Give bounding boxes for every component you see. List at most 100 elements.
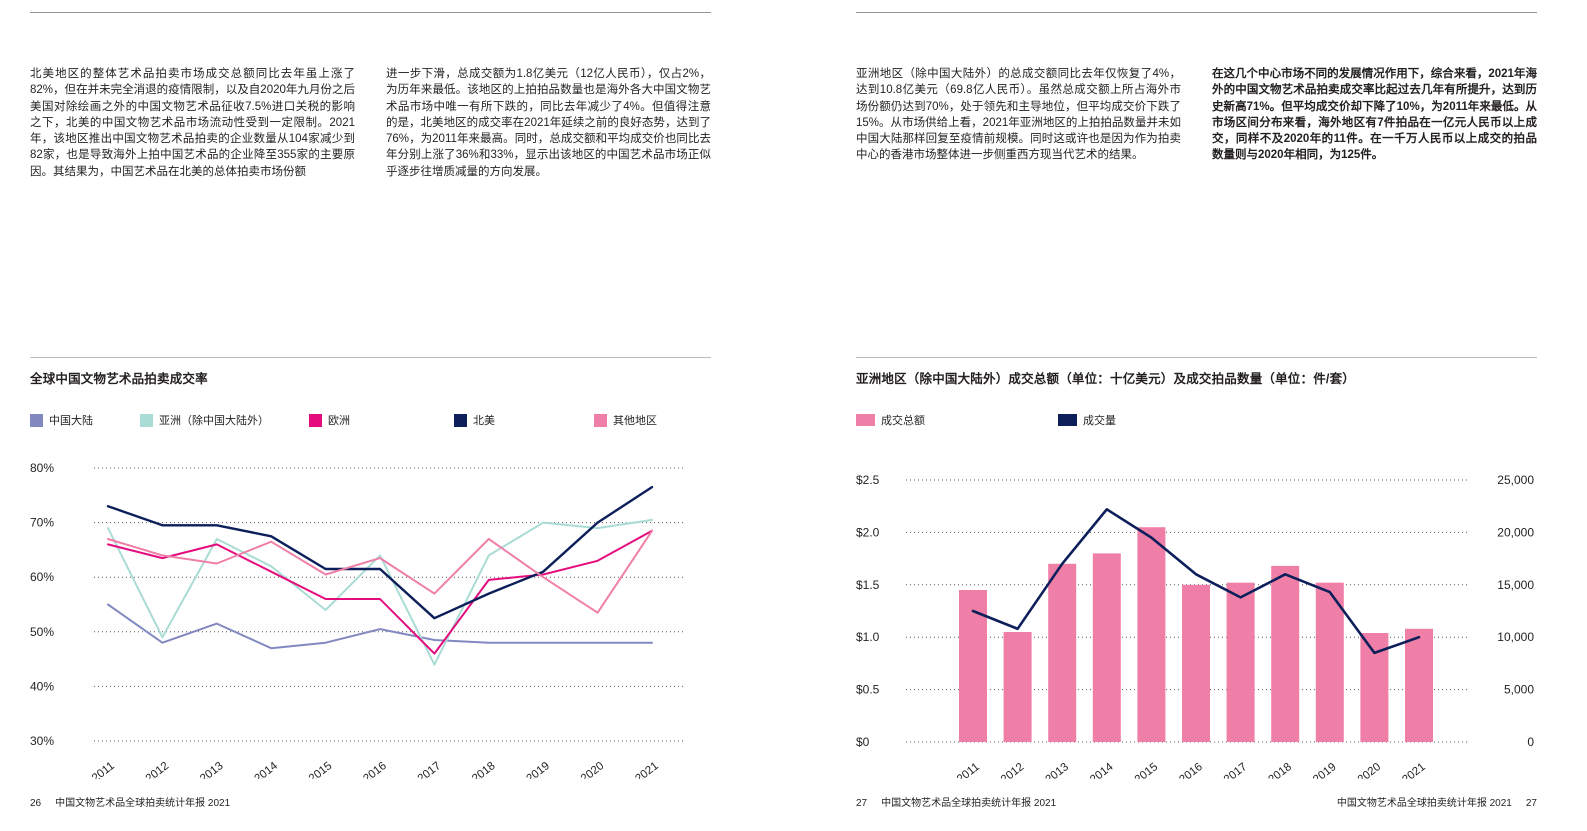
x-tick-label: 2011 — [90, 760, 117, 779]
legend-item: 中国大陆 — [30, 412, 140, 428]
series-line-north_america — [106, 485, 654, 620]
right-axis-tick: 10,000 — [1497, 630, 1534, 644]
report-title: 中国文物艺术品全球拍卖统计年报 2021 — [1336, 798, 1512, 809]
x-tick-label: 2015 — [307, 760, 335, 779]
x-tick-label: 2014 — [1088, 761, 1116, 779]
body-text-columns: 北美地区的整体艺术品拍卖市场成交总额同比去年虽上涨了82%，但在并未完全消退的疫… — [30, 66, 711, 180]
left-axis-tick: $1.5 — [856, 578, 880, 592]
legend-item: 欧洲 — [309, 412, 454, 428]
turnover-bar — [1048, 563, 1077, 742]
left-axis-tick: $2.5 — [856, 473, 880, 487]
right-axis-tick: 20,000 — [1497, 525, 1534, 539]
page-footer-right: 中国文物艺术品全球拍卖统计年报 2021 27 — [1337, 794, 1537, 809]
x-tick-label: 2018 — [1266, 761, 1294, 779]
legend-item: 亚洲（除中国大陆外） — [140, 412, 309, 428]
x-tick-label: 2020 — [1356, 761, 1384, 779]
turnover-bar — [1182, 584, 1210, 742]
asia-turnover-chart-section: 亚洲地区（除中国大陆外）成交总额（单位：十亿美元）及成交拍品数量（单位：件/套）… — [856, 357, 1537, 779]
body-paragraph-col1: 亚洲地区（除中国大陆外）的总成交额同比去年仅恢复了4%，达到10.8亿美元（69… — [856, 68, 1181, 162]
turnover-bar — [1271, 565, 1300, 742]
asia-turnover-combo-chart: $2.5 25,000 $2.0 20,000 $1.5 15,000 $1.0 10,000… — [856, 449, 1537, 779]
x-tick-label: 2017 — [416, 760, 444, 779]
chart-title: 亚洲地区（除中国大陆外）成交总额（单位：十亿美元）及成交拍品数量（单位：件/套） — [856, 372, 1355, 386]
legend-item: 北美 — [454, 412, 594, 428]
page-number: 26 — [30, 798, 42, 809]
legend-item: 成交量 — [1058, 412, 1116, 428]
legend-swatch-mainland — [30, 413, 43, 427]
combo-chart-svg: $2.5 25,000 $2.0 20,000 $1.5 15,000 $1.0 10,000… — [856, 473, 1534, 779]
legend-swatch-bar — [856, 414, 875, 426]
left-axis-tick: $0.5 — [856, 683, 880, 697]
turnover-bar — [959, 590, 987, 742]
chart-legend: 中国大陆 亚洲（除中国大陆外） 欧洲 北美 其他地区 — [30, 412, 711, 428]
legend-swatch-volume_line — [1058, 414, 1077, 426]
legend-item: 其他地区 — [594, 412, 657, 428]
body-paragraph-col1: 北美地区的整体艺术品拍卖市场成交总额同比去年虽上涨了82%，但在并未完全消退的疫… — [30, 68, 355, 178]
legend-label: 成交总额 — [881, 415, 925, 427]
line-chart-svg: 80% 70% 60% 50% 40% 30% 2011 2012 2013 2014 2015 20… — [30, 461, 683, 779]
x-tick-label: 2011 — [955, 761, 982, 779]
x-tick-label: 2014 — [252, 760, 280, 779]
top-rule — [856, 12, 1537, 13]
turnover-bar — [1003, 632, 1032, 742]
legend-swatch-asia — [140, 413, 153, 427]
body-text-columns: 亚洲地区（除中国大陆外）的总成交额同比去年仅恢复了4%，达到10.8亿美元（69… — [856, 66, 1537, 164]
legend-label: 成交量 — [1083, 415, 1116, 427]
series-line-asia — [107, 518, 653, 666]
x-tick-label: 2019 — [524, 760, 552, 779]
page-right-content: 亚洲地区（除中国大陆外）的总成交额同比去年仅恢复了4%，达到10.8亿美元（69… — [856, 0, 1537, 831]
x-tick-label: 2019 — [1311, 761, 1339, 779]
page-number: 27 — [856, 798, 868, 809]
report-title: 中国文物艺术品全球拍卖统计年报 2021 — [55, 798, 231, 809]
x-tick-label: 2015 — [1133, 761, 1161, 779]
right-axis-tick: 5,000 — [1504, 683, 1534, 697]
x-tick-label: 2012 — [144, 760, 172, 779]
top-rule — [30, 12, 711, 13]
left-axis-tick: $0 — [856, 735, 870, 749]
x-tick-label: 2016 — [361, 760, 389, 779]
x-tick-label: 2016 — [1177, 761, 1205, 779]
left-axis-tick: $1.0 — [856, 630, 880, 644]
y-tick-label: 60% — [30, 570, 54, 584]
x-tick-label: 2013 — [198, 760, 226, 779]
body-paragraph-col2-bold: 在这几个中心市场不同的发展情况作用下，综合来看，2021年海外的中国文物艺术品拍… — [1212, 68, 1537, 162]
x-tick-label: 2020 — [579, 760, 607, 779]
x-tick-label: 2012 — [999, 761, 1027, 779]
sell-through-rate-line-chart: 80% 70% 60% 50% 40% 30% 2011 2012 2013 2014 2015 20… — [30, 449, 711, 779]
page-left-content: 北美地区的整体艺术品拍卖市场成交总额同比去年虽上涨了82%，但在并未完全消退的疫… — [30, 0, 711, 831]
left-axis-tick: $2.0 — [856, 525, 880, 539]
sell-through-chart-section: 全球中国文物艺术品拍卖成交率 中国大陆 亚洲（除中国大陆外） 欧洲 北美 其他地区 80… — [30, 357, 711, 779]
x-tick-label: 2021 — [633, 760, 661, 779]
page-footer: 26 中国文物艺术品全球拍卖统计年报 2021 — [30, 794, 230, 809]
legend-swatch-north_america — [454, 413, 467, 427]
turnover-bar — [1226, 582, 1255, 742]
page-right: 亚洲地区（除中国大陆外）的总成交额同比去年仅恢复了4%，达到10.8亿美元（69… — [794, 0, 1587, 831]
legend-label: 中国大陆 — [49, 415, 93, 427]
x-tick-label: 2013 — [1043, 761, 1071, 779]
series-line-other — [107, 529, 653, 614]
right-axis-tick: 15,000 — [1497, 578, 1534, 592]
chart-legend: 成交总额 成交量 — [856, 412, 1537, 428]
legend-label: 欧洲 — [328, 415, 350, 427]
page-number: 27 — [1525, 798, 1537, 809]
series-line-mainland — [107, 603, 653, 650]
turnover-bar — [1315, 582, 1344, 742]
page-footer-left: 27 中国文物艺术品全球拍卖统计年报 2021 — [856, 794, 1056, 809]
y-tick-label: 80% — [30, 461, 54, 475]
legend-label: 亚洲（除中国大陆外） — [159, 415, 269, 427]
volume-line — [971, 507, 1421, 655]
y-tick-label: 50% — [30, 625, 54, 639]
legend-item: 成交总额 — [856, 412, 1058, 428]
body-paragraph-col2: 进一步下滑，总成交额为1.8亿美元（12亿人民币），仅占2%，为历年来最低。该地… — [386, 68, 711, 178]
chart-title: 全球中国文物艺术品拍卖成交率 — [30, 372, 208, 386]
y-tick-label: 30% — [30, 734, 54, 748]
right-axis-tick: 25,000 — [1497, 473, 1534, 487]
legend-swatch-europe — [309, 413, 322, 427]
page-left: 北美地区的整体艺术品拍卖市场成交总额同比去年虽上涨了82%，但在并未完全消退的疫… — [0, 0, 793, 831]
right-axis-tick: 0 — [1527, 735, 1534, 749]
x-tick-label: 2021 — [1400, 761, 1428, 779]
series-line-europe — [107, 529, 653, 655]
report-title: 中国文物艺术品全球拍卖统计年报 2021 — [881, 798, 1057, 809]
y-tick-label: 40% — [30, 679, 54, 693]
turnover-bar — [1405, 628, 1433, 742]
